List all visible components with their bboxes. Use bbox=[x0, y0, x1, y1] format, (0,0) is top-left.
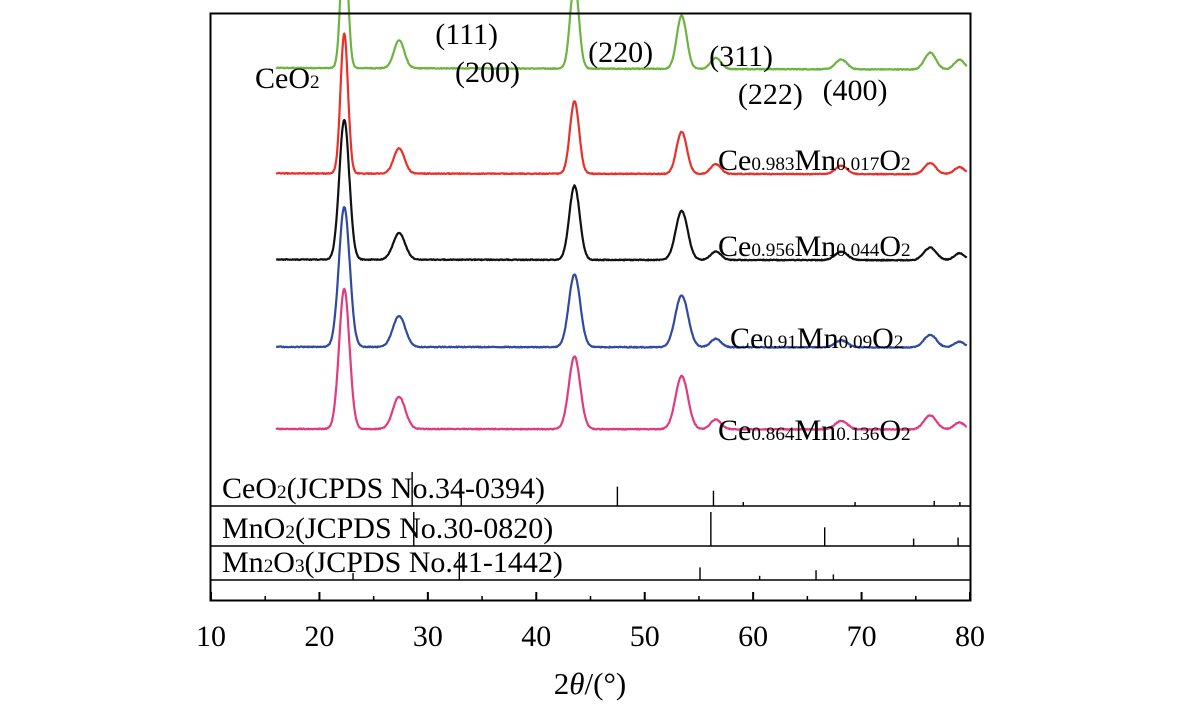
series-label: Ce0.91Mn0.09O2 bbox=[730, 322, 903, 355]
miller-indices: (111) (200) (220) (311) (222) (400) bbox=[435, 18, 887, 111]
series-label-part: Mn bbox=[795, 230, 837, 263]
series-label-part: O bbox=[872, 322, 894, 355]
series-label-subscript: 0.044 bbox=[836, 240, 880, 261]
reference-label: CeO2(JCPDS No.34-0394) bbox=[222, 472, 545, 505]
series-label-subscript: 2 bbox=[894, 332, 904, 353]
reference-label-part: O bbox=[273, 546, 295, 579]
series-label-subscript: 2 bbox=[901, 424, 911, 445]
series-line bbox=[275, 287, 968, 431]
series-label-subscript: 0.136 bbox=[836, 424, 880, 445]
x-tick-label: 70 bbox=[847, 620, 877, 653]
series-label: Ce0.956Mn0.044O2 bbox=[718, 230, 911, 263]
series-label-part: Mn bbox=[795, 144, 837, 177]
miller-index-label: (111) bbox=[435, 18, 498, 51]
miller-index-label: (220) bbox=[588, 36, 653, 69]
plot-frame bbox=[209, 12, 972, 602]
x-axis-ticks: 10 20 30 40 50 60 70 80 bbox=[196, 592, 985, 653]
x-tick-label: 20 bbox=[304, 620, 334, 653]
series-label-part: CeO bbox=[255, 62, 310, 95]
series-label-part: O bbox=[879, 230, 901, 263]
reference-label-part: (JCPDS No.34-0394) bbox=[287, 472, 545, 505]
x-tick-label: 60 bbox=[738, 620, 768, 653]
series-line bbox=[275, 0, 968, 71]
series-label-subscript: 0.956 bbox=[751, 240, 795, 261]
reference-label-subscript: 2 bbox=[264, 556, 274, 577]
miller-index-label: (311) bbox=[709, 40, 773, 73]
series-line bbox=[275, 32, 968, 176]
reference-label-part: CeO bbox=[222, 472, 277, 505]
series-label-part: Ce bbox=[718, 230, 751, 263]
reference-label-subscript: 3 bbox=[295, 556, 305, 577]
x-tick-label: 40 bbox=[521, 620, 551, 653]
reference-label-part: (JCPDS No.41-1442) bbox=[305, 546, 563, 579]
series-label: Ce0.983Mn0.017O2 bbox=[718, 144, 911, 177]
x-axis-label-suffix: /(°) bbox=[585, 666, 627, 701]
reference-patterns: CeO2(JCPDS No.34-0394)MnO2(JCPDS No.30-0… bbox=[211, 472, 970, 581]
x-axis-label: 2θ/(°) bbox=[554, 666, 626, 701]
reference-label-part: Mn bbox=[222, 546, 264, 579]
series-line bbox=[275, 206, 968, 349]
miller-index-label: (400) bbox=[823, 74, 888, 107]
series-label: CeO2 bbox=[255, 62, 320, 95]
x-tick-label: 30 bbox=[413, 620, 443, 653]
reference-label: Mn2O3(JCPDS No.41-1442) bbox=[222, 546, 563, 579]
series-labels: CeO2Ce0.983Mn0.017O2Ce0.956Mn0.044O2Ce0.… bbox=[255, 62, 911, 447]
reference-label-subscript: 2 bbox=[277, 482, 287, 503]
series-label-part: Ce bbox=[730, 322, 763, 355]
series-line bbox=[275, 118, 968, 262]
xrd-series bbox=[275, 0, 968, 431]
series-label-subscript: 2 bbox=[901, 154, 911, 175]
series-label-part: O bbox=[879, 144, 901, 177]
reference-label-part: MnO bbox=[222, 512, 285, 545]
series-label-part: Ce bbox=[718, 414, 751, 447]
miller-index-label: (222) bbox=[738, 78, 803, 111]
series-label-subscript: 0.09 bbox=[839, 332, 873, 353]
series-label-subscript: 2 bbox=[901, 240, 911, 261]
miller-index-label: (200) bbox=[455, 56, 520, 89]
series-label-part: O bbox=[879, 414, 901, 447]
reference-label: MnO2(JCPDS No.30-0820) bbox=[222, 512, 553, 545]
series-label-subscript: 0.91 bbox=[763, 332, 797, 353]
series-label-subscript: 0.017 bbox=[836, 154, 880, 175]
x-tick-label: 50 bbox=[630, 620, 660, 653]
series-label-part: Mn bbox=[795, 414, 837, 447]
series-label-part: Ce bbox=[718, 144, 751, 177]
x-tick-label: 10 bbox=[196, 620, 226, 653]
x-tick-label: 80 bbox=[955, 620, 985, 653]
x-axis-label-prefix: 2 bbox=[554, 666, 570, 701]
series-label: Ce0.864Mn0.136O2 bbox=[718, 414, 911, 447]
x-axis-label-symbol: θ bbox=[569, 666, 584, 701]
series-label-subscript: 0.864 bbox=[751, 424, 795, 445]
series-label-part: Mn bbox=[797, 322, 839, 355]
series-label-subscript: 0.983 bbox=[751, 154, 794, 175]
reference-label-subscript: 2 bbox=[285, 522, 295, 543]
series-label-subscript: 2 bbox=[310, 72, 320, 93]
reference-label-part: (JCPDS No.30-0820) bbox=[295, 512, 553, 545]
